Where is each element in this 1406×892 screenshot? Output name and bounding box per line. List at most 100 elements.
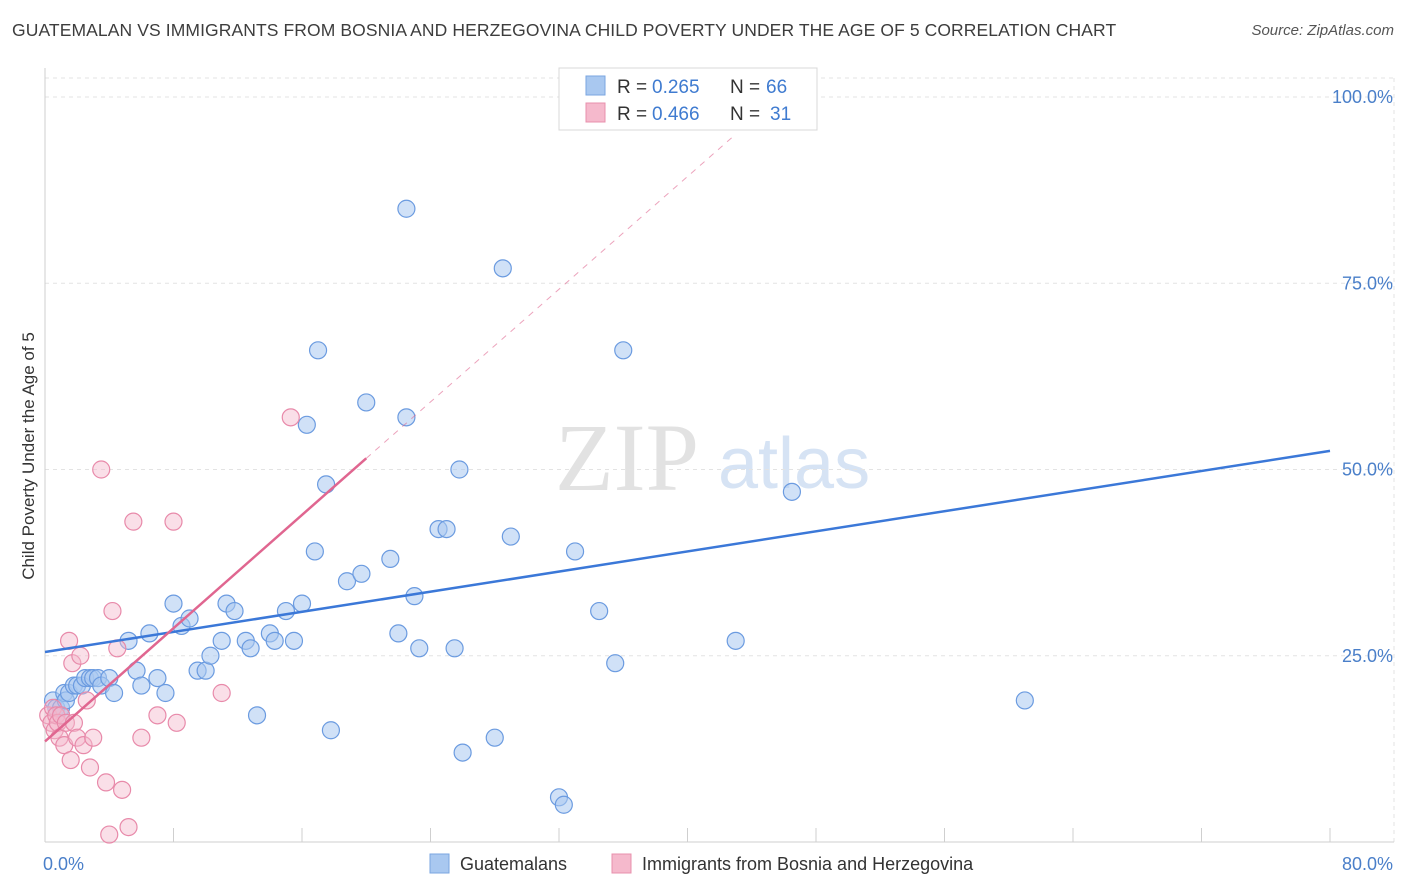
point-guatemalans <box>614 341 633 360</box>
point-guatemalans <box>352 564 371 583</box>
legend-swatch-pink <box>585 102 606 123</box>
point-guatemalans <box>726 631 745 650</box>
point-guatemalans <box>450 460 469 479</box>
point-guatemalans <box>1015 691 1034 710</box>
point-bosnia <box>281 408 300 427</box>
point-guatemalans <box>410 639 429 658</box>
bottom-legend-guatemalans: Guatemalans <box>460 854 567 874</box>
point-guatemalans <box>305 542 324 561</box>
watermark-zip: ZIP <box>555 404 699 511</box>
point-guatemalans <box>297 415 316 434</box>
point-guatemalans <box>180 609 199 628</box>
y-tick-label: 75.0% <box>1342 273 1393 293</box>
point-guatemalans <box>225 601 244 621</box>
point-guatemalans <box>321 721 341 740</box>
point-guatemalans <box>445 639 464 658</box>
point-bosnia <box>164 512 183 531</box>
point-bosnia <box>100 825 119 844</box>
point-bosnia <box>103 601 122 621</box>
axes <box>44 68 1394 843</box>
trend-line-bosnia-solid <box>44 457 368 743</box>
point-guatemalans <box>501 527 520 546</box>
point-guatemalans <box>453 743 472 762</box>
point-bosnia <box>124 512 143 531</box>
point-bosnia <box>112 780 132 799</box>
point-guatemalans <box>316 475 336 494</box>
legend-r-label-2: R = <box>617 104 647 125</box>
series-guatemalans <box>43 199 1034 814</box>
y-tick-label: 25.0% <box>1342 646 1393 666</box>
point-guatemalans <box>389 624 408 643</box>
bottom-legend: Guatemalans Immigrants from Bosnia and H… <box>429 853 974 874</box>
legend-r-label-1: R = <box>617 77 647 98</box>
bottom-legend-bosnia: Immigrants from Bosnia and Herzegovina <box>642 854 974 874</box>
point-guatemalans <box>782 482 802 501</box>
point-guatemalans <box>437 519 456 539</box>
point-bosnia <box>92 460 111 479</box>
point-bosnia <box>132 728 151 747</box>
legend-r-value-1: 0.265 <box>652 77 700 98</box>
point-bosnia <box>71 646 90 665</box>
legend-n-label-1: N = <box>730 77 760 98</box>
point-guatemalans <box>397 199 416 218</box>
point-guatemalans <box>212 631 231 650</box>
point-guatemalans <box>140 624 159 643</box>
point-bosnia <box>96 773 116 792</box>
point-guatemalans <box>276 601 296 621</box>
legend-r-value-2: 0.466 <box>652 104 700 125</box>
point-bosnia <box>84 728 103 747</box>
x-tick-label-min: 0.0% <box>43 854 84 874</box>
point-guatemalans <box>241 639 260 658</box>
point-bosnia <box>212 683 231 703</box>
x-tick-label-max: 80.0% <box>1342 854 1393 874</box>
legend: R = 0.265 N = 66 R = 0.466 N = 31 <box>558 67 818 131</box>
legend-n-value-2: 31 <box>770 104 791 125</box>
trend-lines <box>44 133 1331 743</box>
point-guatemalans <box>337 572 357 591</box>
point-bosnia <box>167 713 186 732</box>
point-guatemalans <box>132 676 151 695</box>
y-tick-label: 50.0% <box>1342 460 1393 480</box>
point-bosnia <box>80 758 100 777</box>
point-bosnia <box>119 817 138 837</box>
series-bosnia <box>39 408 300 844</box>
y-tick-label: 100.0% <box>1332 87 1393 107</box>
legend-n-value-1: 66 <box>766 77 787 98</box>
point-guatemalans <box>606 654 625 673</box>
point-guatemalans <box>565 542 585 561</box>
point-bosnia <box>74 736 93 755</box>
source-label: Source: ZipAtlas.com <box>1251 22 1394 39</box>
legend-n-label-2: N = <box>730 104 760 125</box>
chart-title: GUATEMALAN VS IMMIGRANTS FROM BOSNIA AND… <box>12 20 1117 40</box>
point-bosnia <box>77 691 96 710</box>
point-guatemalans <box>164 594 183 613</box>
bottom-legend-swatch-pink <box>611 853 632 874</box>
point-guatemalans <box>292 594 312 613</box>
point-guatemalans <box>308 341 328 360</box>
tick-labels: 25.0% 50.0% 75.0% 100.0% 0.0% 80.0% <box>43 87 1393 874</box>
legend-swatch-blue <box>585 75 606 96</box>
point-guatemalans <box>590 601 609 621</box>
point-guatemalans <box>284 631 304 650</box>
point-guatemalans <box>485 728 504 747</box>
point-guatemalans <box>201 646 220 665</box>
point-guatemalans <box>104 683 124 703</box>
point-bosnia <box>68 728 87 747</box>
point-bosnia <box>47 706 66 725</box>
trend-line-bosnia-dashed <box>365 133 737 459</box>
point-bosnia <box>148 706 167 725</box>
trend-line-guatemalans-solid <box>44 449 1331 654</box>
point-bosnia <box>61 750 80 770</box>
point-guatemalans <box>265 631 284 650</box>
point-guatemalans <box>397 408 416 427</box>
point-guatemalans <box>148 668 167 688</box>
bottom-legend-swatch-blue <box>429 853 450 874</box>
point-guatemalans <box>247 706 267 725</box>
y-axis-label: Child Poverty Under the Age of 5 <box>19 332 38 580</box>
point-guatemalans <box>381 549 400 569</box>
point-guatemalans <box>493 259 512 278</box>
point-guatemalans <box>156 683 175 703</box>
point-guatemalans <box>357 393 376 412</box>
point-guatemalans <box>554 795 573 814</box>
